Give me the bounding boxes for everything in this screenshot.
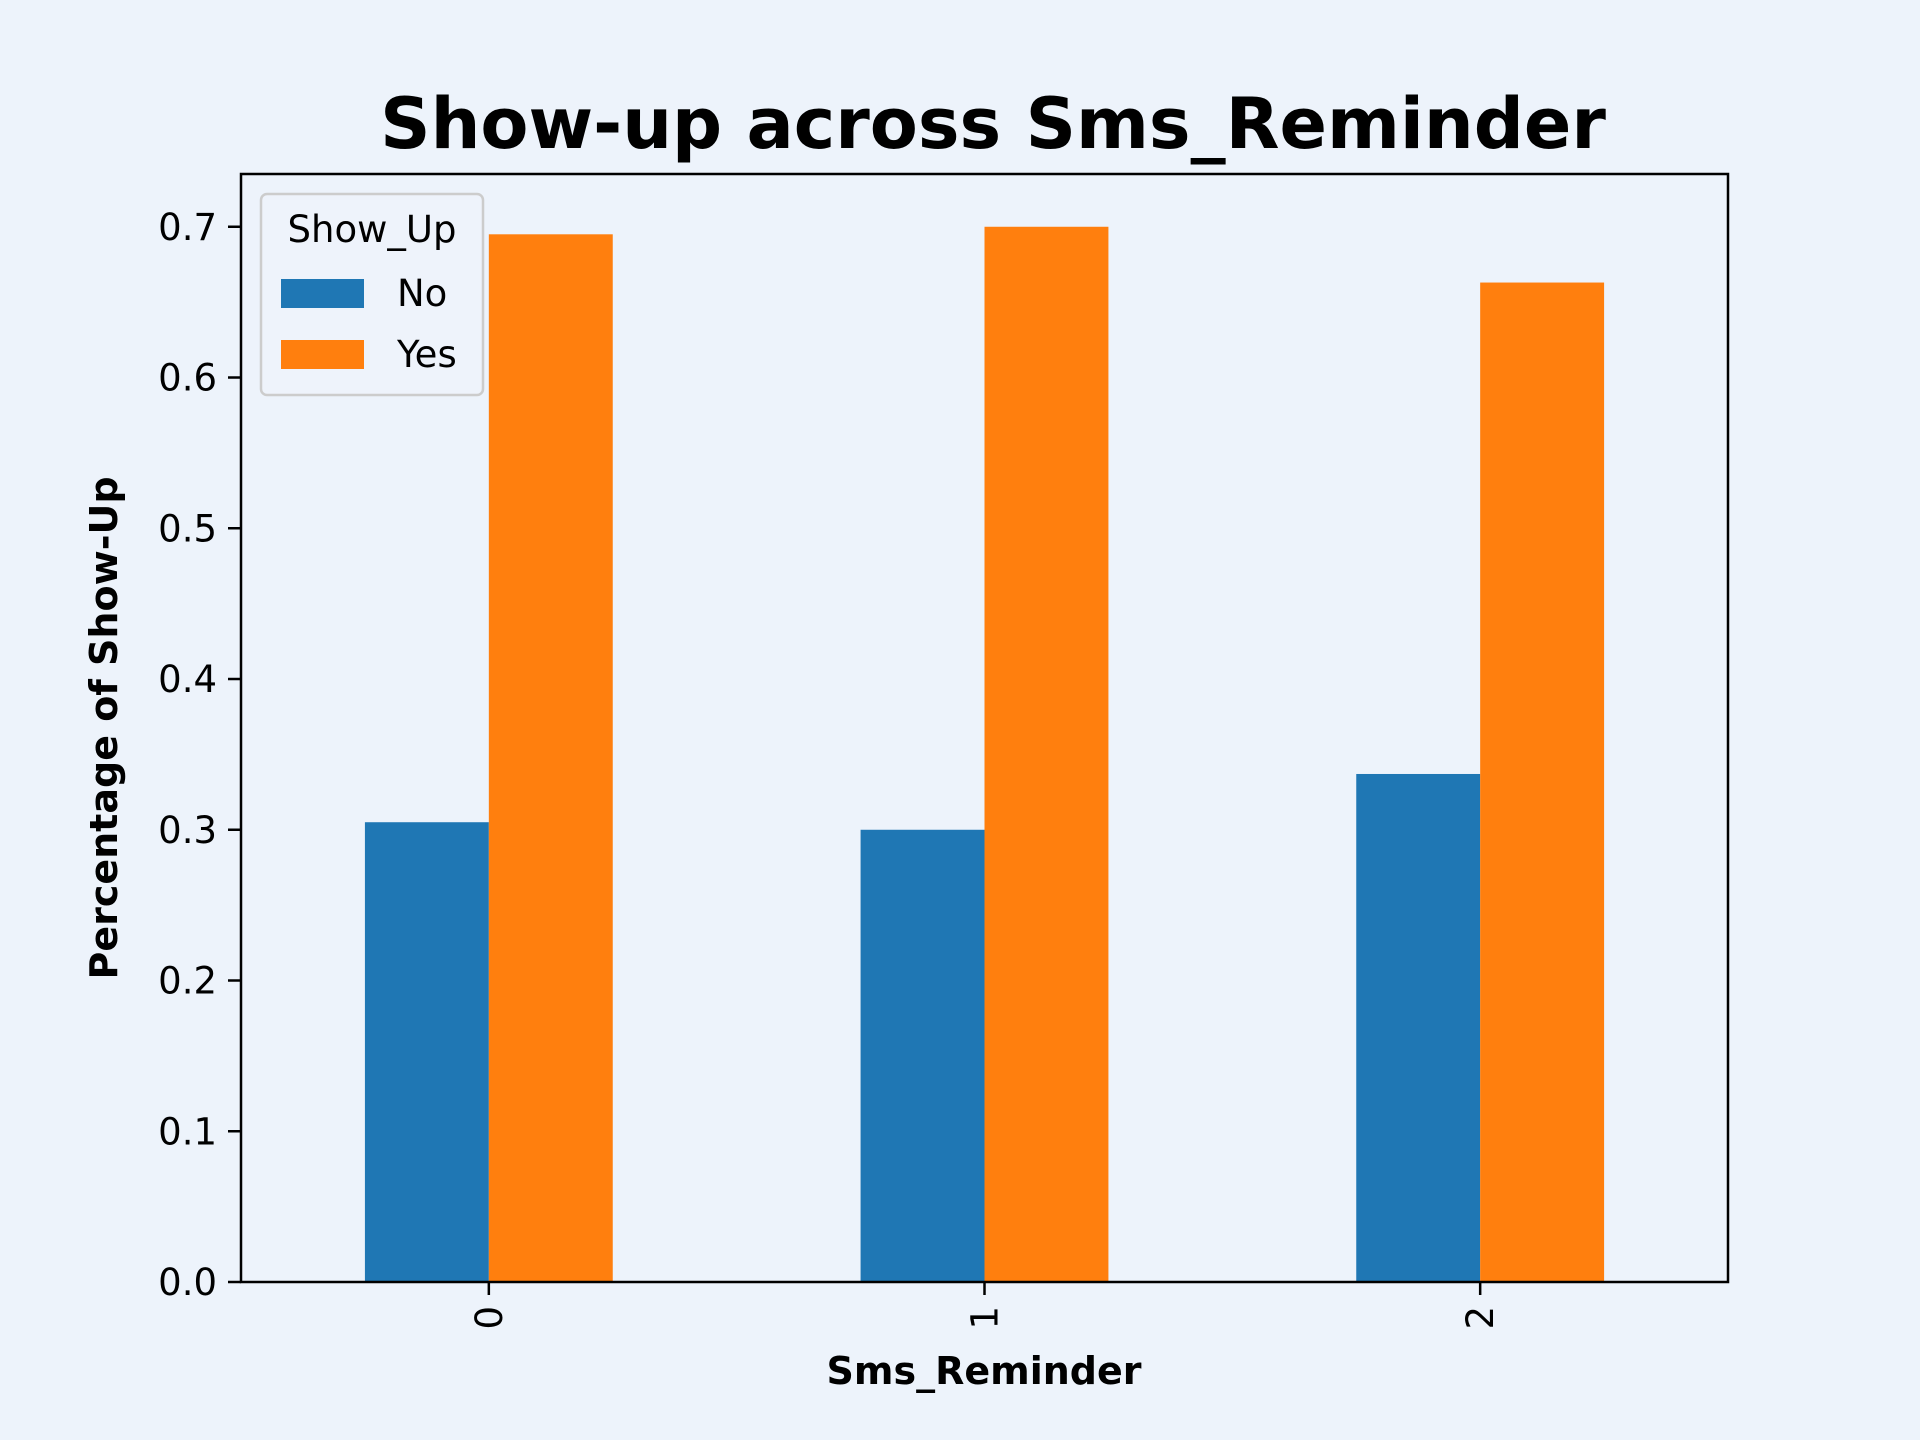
bar-no-0 xyxy=(364,822,489,1282)
bar-no-1 xyxy=(860,829,985,1282)
y-tick-label: 0.0 xyxy=(158,1261,217,1304)
x-axis: 0 1 2 xyxy=(468,1282,1502,1330)
y-tick-label: 0.3 xyxy=(158,809,217,852)
y-axis-label: Percentage of Show-Up xyxy=(82,476,126,979)
plot-area xyxy=(239,172,1730,1284)
y-tick-label: 0.5 xyxy=(158,507,217,550)
bar-yes-2 xyxy=(1480,282,1605,1282)
bar-yes-1 xyxy=(984,226,1109,1282)
bar-yes-0 xyxy=(488,234,613,1282)
y-tick-label: 0.4 xyxy=(158,658,217,701)
x-tick-label: 1 xyxy=(964,1306,1007,1330)
legend-swatch-no xyxy=(281,279,364,308)
y-axis: 0.0 0.1 0.2 0.3 0.4 0.5 0.6 0.7 xyxy=(158,206,241,1304)
legend-swatch-yes xyxy=(281,340,364,369)
x-tick-label: 0 xyxy=(468,1306,511,1330)
y-tick-label: 0.1 xyxy=(158,1110,217,1153)
bar-no-2 xyxy=(1356,773,1481,1282)
x-tick-label: 2 xyxy=(1459,1306,1502,1330)
legend-title: Show_Up xyxy=(288,208,457,251)
y-tick-label: 0.7 xyxy=(158,206,217,249)
legend: Show_Up No Yes xyxy=(259,192,485,397)
bars-group xyxy=(364,226,1605,1282)
y-tick-label: 0.6 xyxy=(158,357,217,400)
y-tick-label: 0.2 xyxy=(158,960,217,1003)
chart-title: Show-up across Sms_Reminder xyxy=(380,83,1606,165)
legend-label-yes: Yes xyxy=(396,333,457,376)
legend-label-no: No xyxy=(397,272,447,315)
x-axis-label: Sms_Reminder xyxy=(826,1349,1141,1393)
